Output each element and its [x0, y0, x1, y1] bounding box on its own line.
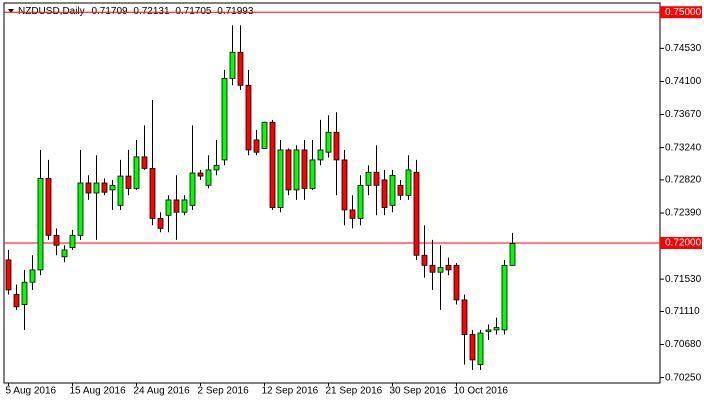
candle-body	[229, 51, 236, 79]
candle-body	[461, 299, 468, 335]
level-label-bg	[660, 237, 702, 249]
candle-body	[341, 159, 348, 211]
chart-header: NZDUSD,Daily 0.71709 0.72131 0.71705 0.7…	[18, 6, 254, 17]
candle-body	[85, 182, 92, 194]
candle-body	[93, 182, 100, 194]
candle-body	[373, 171, 380, 186]
candle-body	[189, 172, 196, 206]
candle-body	[141, 156, 148, 169]
candle-body	[509, 243, 516, 266]
candle-body	[205, 169, 212, 186]
candle-body	[309, 159, 316, 189]
y-tick-label: 0.72820	[665, 175, 702, 186]
y-tick-label: 0.70250	[665, 372, 702, 383]
x-tick-label: 24 Aug 2016	[134, 386, 191, 397]
candle-body	[253, 139, 260, 153]
candle-body	[381, 179, 388, 209]
y-tick-label: 0.72390	[665, 208, 702, 219]
candle-body	[277, 149, 284, 209]
candle-body	[349, 209, 356, 219]
candle-body	[397, 184, 404, 196]
candle-body	[109, 184, 116, 191]
candle-body	[389, 174, 396, 206]
candle-body	[5, 259, 12, 291]
ohlc-high: 0.72131	[133, 6, 170, 17]
y-tick-label: 0.70680	[665, 339, 702, 350]
candle-body	[477, 332, 484, 365]
y-tick-label: 0.74100	[665, 76, 702, 87]
candle-body	[117, 175, 124, 206]
y-tick-label: 0.73240	[665, 142, 702, 153]
x-tick-label: 2 Sep 2016	[198, 386, 250, 397]
y-tick-label: 0.71110	[665, 306, 700, 317]
candle-body	[101, 182, 108, 193]
candle-body	[325, 131, 332, 153]
candle-body	[181, 199, 188, 213]
candle-body	[285, 149, 292, 191]
candle-body	[317, 149, 324, 161]
candle-body	[237, 51, 244, 86]
candle-body	[485, 329, 492, 332]
ohlc-low: 0.71705	[175, 6, 212, 17]
y-tick-label: 0.74530	[665, 43, 702, 54]
candle-body	[333, 131, 340, 161]
candle-body	[293, 149, 300, 191]
candle-body	[493, 327, 500, 331]
candle-body	[173, 199, 180, 213]
candle-body	[13, 294, 20, 308]
chart-title: NZDUSD,Daily	[18, 6, 85, 17]
candle-body	[421, 254, 428, 266]
candle-body	[213, 164, 220, 171]
candle-body	[453, 264, 460, 301]
x-tick-label: 10 Oct 2016	[454, 386, 509, 397]
candle-body	[301, 149, 308, 189]
candle-body	[77, 182, 84, 236]
candle-body	[165, 199, 172, 216]
candle-body	[469, 334, 476, 361]
candle-body	[413, 171, 420, 256]
candle-body	[69, 234, 76, 249]
candle-body	[429, 264, 436, 273]
candle-body	[157, 217, 164, 229]
candle-body	[29, 269, 36, 283]
candle-body	[125, 175, 132, 189]
candle-body	[61, 249, 68, 258]
x-tick-label: 12 Sep 2016	[262, 386, 319, 397]
candle-body	[269, 121, 276, 209]
candle-body	[405, 169, 412, 196]
candle-body	[501, 264, 508, 331]
candle-body	[221, 77, 228, 161]
candle-body	[261, 121, 268, 149]
candle-body	[149, 167, 156, 219]
plot-frame	[3, 2, 661, 384]
x-tick-label: 5 Aug 2016	[6, 386, 57, 397]
menu-arrow	[8, 9, 14, 13]
x-tick-label: 30 Sep 2016	[390, 386, 447, 397]
candle-body	[133, 156, 140, 189]
candle-body	[445, 264, 452, 271]
x-tick-label: 15 Aug 2016	[70, 386, 127, 397]
candle-body	[357, 184, 364, 219]
candle-body	[21, 281, 28, 305]
ohlc-open: 0.71709	[91, 6, 128, 17]
candle-body	[365, 171, 372, 186]
level-label: 0.72000	[665, 238, 702, 249]
candle-body	[197, 172, 204, 177]
level-label-bg	[660, 6, 702, 19]
candle-body	[245, 84, 252, 151]
y-tick-label: 0.71530	[665, 274, 702, 285]
level-label: 0.75000	[665, 7, 702, 18]
x-tick-label: 21 Sep 2016	[326, 386, 383, 397]
candle-body	[437, 267, 444, 273]
y-tick-label: 0.73670	[665, 109, 702, 120]
candle-body	[53, 234, 60, 246]
candle-body	[37, 177, 44, 271]
ohlc-close: 0.71993	[217, 6, 254, 17]
candle-body	[45, 177, 52, 236]
